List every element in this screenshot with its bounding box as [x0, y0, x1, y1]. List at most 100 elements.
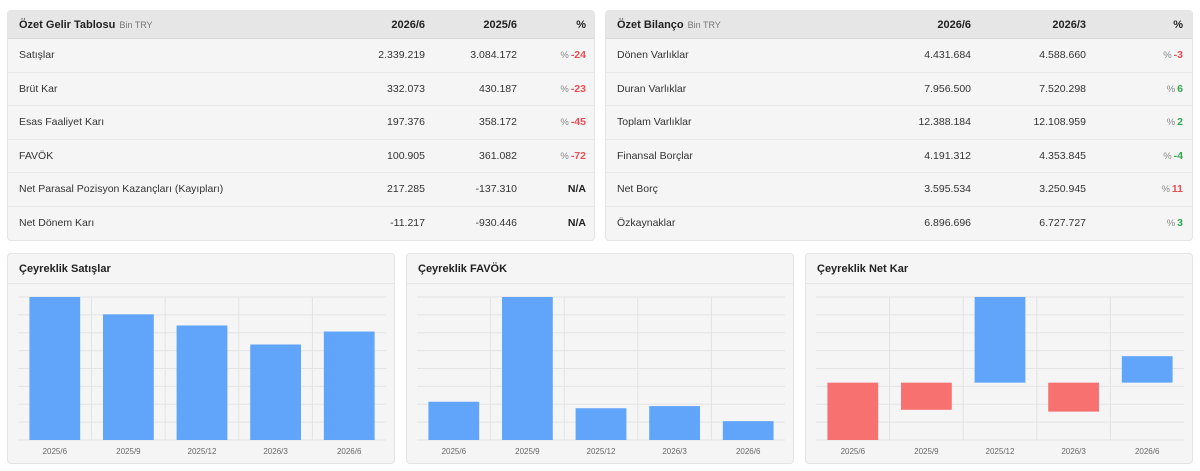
current-value: 332.073 [387, 82, 425, 95]
quarterly-net-profit-chart-card: Çeyreklik Net Kar 2025/6 2025/9 2025/12 202… [805, 253, 1193, 464]
previous-value: 4.588.660 [1039, 49, 1086, 62]
percent-value: 2 [1177, 116, 1183, 129]
row-label: Net Borç [617, 183, 658, 196]
current-value: 12.388.184 [918, 116, 971, 129]
bar [575, 408, 627, 440]
current-value: 4.431.684 [924, 49, 971, 62]
percent-change: % -23 [517, 83, 586, 95]
table-row: FAVÖK 100.905 361.082% -72 [8, 140, 594, 173]
quarterly-ebitda-chart-card: Çeyreklik FAVÖK 2025/6 2025/9 2025/12 2026/… [406, 253, 794, 464]
quarterly-ebitda-chart-title: Çeyreklik FAVÖK [418, 263, 508, 275]
row-label: Satışlar [19, 49, 55, 62]
current-value: -11.217 [390, 217, 425, 230]
table-row: Net Borç 3.595.534 3.250.945% 11 [606, 173, 1192, 207]
current-value: 6.896.696 [924, 217, 971, 230]
current-value: 2.339.219 [378, 49, 425, 62]
percent-value: -23 [570, 82, 586, 95]
quarterly-ebitda-chart: 2025/6 2025/9 2025/12 2026/3 2026/6 [417, 296, 785, 456]
bar [103, 314, 154, 440]
x-tick-label: 2025/9 [116, 447, 141, 456]
row-label: Net Parasal Pozisyon Kazançları (Kayıpla… [19, 183, 224, 196]
row-label: Dönen Varlıklar [617, 49, 689, 62]
x-tick-label: 2025/6 [442, 447, 467, 456]
income-table-body: Satışlar 2.339.219 3.084.172% -24 Brüt Kar 33… [8, 39, 594, 240]
bar [722, 421, 774, 440]
table-row: Dönen Varlıklar 4.431.684 4.588.660% -3 [606, 39, 1192, 73]
bar [428, 401, 480, 440]
percent-sign: % [560, 83, 569, 95]
quarterly-sales-chart-card: Çeyreklik Satışlar 2025/6 2025/9 2025/12 20… [7, 253, 395, 464]
percent-change: % 3 [1086, 217, 1183, 229]
current-value: 7.956.500 [924, 82, 971, 95]
x-tick-label: 2025/9 [914, 447, 939, 456]
percent-value: -24 [570, 49, 586, 62]
previous-value: 12.108.959 [1033, 116, 1086, 129]
bar [827, 382, 879, 440]
table-row: Esas Faaliyet Karı 197.376 358.172% -45 [8, 106, 594, 140]
income-table-unit: Bin TRY [119, 19, 153, 30]
balance-col-percent: % [1173, 18, 1183, 31]
x-tick-label: 2025/6 [43, 447, 68, 456]
percent-sign: % [1166, 117, 1176, 129]
row-label: Duran Varlıklar [617, 82, 687, 95]
balance-col-previous: 2026/3 [1052, 18, 1086, 31]
previous-value: 4.353.845 [1039, 149, 1086, 162]
percent-change: % 6 [1086, 83, 1183, 95]
previous-value: 3.084.172 [470, 49, 517, 62]
table-row: Finansal Borçlar 4.191.312 4.353.845% -4 [606, 140, 1192, 173]
income-col-percent: % [576, 18, 586, 31]
percent-change: % -3 [1086, 49, 1183, 61]
balance-summary-card: Özet Bilanço Bin TRY 2026/6 2026/3 % Döne… [605, 10, 1193, 241]
income-table-header: Özet Gelir Tablosu Bin TRY 2026/6 2025/6 … [8, 11, 594, 39]
row-label: Net Dönem Karı [19, 217, 95, 230]
quarterly-net-profit-chart-title: Çeyreklik Net Kar [817, 263, 909, 275]
x-tick-label: 2025/6 [841, 447, 866, 456]
bar [1121, 356, 1173, 383]
bar [649, 406, 700, 440]
bar [901, 382, 952, 410]
x-tick-label: 2026/6 [337, 447, 362, 456]
x-tick-label: 2026/3 [662, 447, 687, 456]
income-col-current: 2026/6 [391, 18, 425, 31]
table-row: Satışlar 2.339.219 3.084.172% -24 [8, 39, 594, 73]
percent-value: N/A [567, 183, 586, 196]
percent-change: N/A [517, 217, 586, 229]
row-label: Özkaynaklar [617, 217, 676, 230]
balance-table-unit: Bin TRY [687, 19, 721, 30]
previous-value: 7.520.298 [1039, 82, 1086, 95]
current-value: 197.376 [387, 116, 425, 129]
balance-col-current: 2026/6 [937, 18, 971, 31]
balance-table-body: Dönen Varlıklar 4.431.684 4.588.660% -3 Dura… [606, 39, 1192, 240]
percent-sign: % [1163, 50, 1172, 62]
percent-sign: % [1166, 218, 1176, 230]
current-value: 217.285 [387, 183, 425, 196]
balance-table-title: Özet Bilanço [617, 18, 684, 31]
percent-value: -45 [570, 116, 586, 129]
quarterly-sales-chart-title: Çeyreklik Satışlar [19, 263, 111, 275]
percent-value: 11 [1171, 183, 1183, 196]
current-value: 4.191.312 [924, 149, 971, 162]
percent-sign: % [560, 117, 569, 129]
percent-change: % 11 [1086, 183, 1183, 195]
percent-change: % -4 [1086, 150, 1183, 162]
x-tick-label: 2026/6 [736, 447, 761, 456]
percent-change: % -45 [517, 116, 586, 128]
percent-sign: % [1161, 184, 1170, 196]
bar [974, 297, 1026, 383]
current-value: 100.905 [387, 149, 425, 162]
previous-value: 6.727.727 [1039, 217, 1086, 230]
income-col-previous: 2025/6 [483, 18, 517, 31]
percent-value: -3 [1173, 49, 1183, 62]
percent-sign: % [560, 50, 569, 62]
row-label: Esas Faaliyet Karı [19, 116, 105, 129]
previous-value: 430.187 [479, 82, 517, 95]
percent-value: -4 [1173, 149, 1183, 162]
x-tick-label: 2025/12 [986, 447, 1015, 456]
percent-value: 3 [1177, 217, 1183, 230]
bar [1048, 382, 1099, 412]
row-label: FAVÖK [19, 149, 54, 162]
table-row: Net Parasal Pozisyon Kazançları (Kayıpla… [8, 173, 594, 207]
percent-sign: % [1163, 150, 1172, 162]
bar [29, 297, 81, 440]
percent-value: 6 [1177, 82, 1183, 95]
